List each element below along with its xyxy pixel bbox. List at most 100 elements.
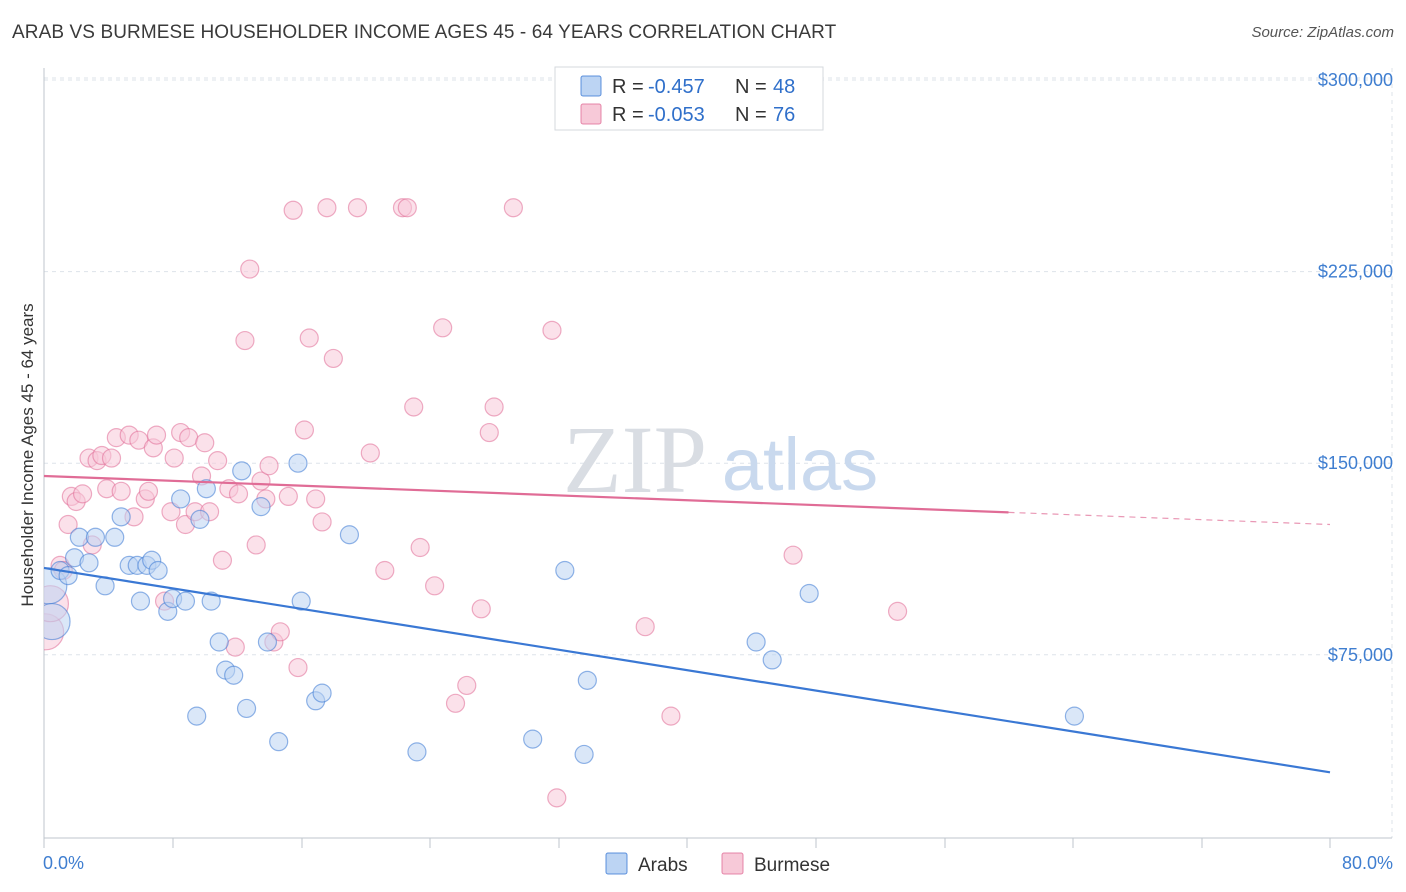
- burmese-point-50: [299, 328, 319, 348]
- y-tick-label-1: $150,000: [1318, 453, 1393, 473]
- burmese-point-70: [542, 320, 562, 340]
- arabs-point-5: [69, 527, 89, 547]
- legend-r-label-arabs: R =: [612, 76, 644, 98]
- burmese-trend-line: [43, 474, 1009, 514]
- arabs-point-13: [130, 591, 151, 611]
- arabs-point-22: [196, 479, 216, 499]
- watermark-atlas: atlas: [722, 423, 878, 506]
- burmese-point-51: [306, 489, 326, 509]
- y-tick-label-0: $75,000: [1328, 645, 1393, 665]
- legend-n-label-burmese: N =: [735, 104, 767, 126]
- arabs-point-9: [105, 527, 125, 547]
- burmese-point-73: [661, 706, 681, 726]
- source-label: Source: ZipAtlas.com: [1251, 24, 1394, 41]
- arabs-point-44: [762, 650, 782, 670]
- arabs-point-27: [224, 665, 244, 685]
- legend-r-label-burmese: R =: [612, 104, 644, 126]
- burmese-point-57: [375, 560, 395, 581]
- bottom-legend-swatch-arabs: [605, 852, 628, 875]
- burmese-point-39: [240, 259, 260, 279]
- arabs-point-7: [85, 527, 106, 547]
- burmese-point-64: [445, 693, 466, 713]
- arabs-point-45: [799, 583, 819, 604]
- legend-n-value-burmese: 76: [773, 104, 795, 126]
- arabs-point-41: [574, 744, 594, 765]
- burmese-point-71: [547, 788, 567, 808]
- legend-swatch-arabs: [580, 75, 602, 97]
- arabs-point-46: [1064, 706, 1085, 726]
- legend-n-value-arabs: 48: [773, 76, 795, 98]
- burmese-point-72: [635, 617, 655, 637]
- burmese-point-46: [278, 486, 298, 507]
- x-tick-labels: 0.0% 80.0%: [43, 853, 1393, 873]
- legend-swatch-burmese: [580, 103, 602, 125]
- y-tick-labels: $75,000 $150,000 $225,000 $300,000: [1318, 70, 1393, 665]
- burmese-point-37: [228, 484, 249, 504]
- burmese-point-60: [404, 397, 424, 417]
- y-tick-label-3: $300,000: [1318, 70, 1393, 90]
- arabs-point-37: [339, 525, 360, 545]
- arabs-trend-line: [43, 566, 1331, 774]
- bottom-legend-label-arabs: Arabs: [638, 855, 688, 876]
- burmese-point-7: [72, 484, 93, 504]
- burmese-point-48: [288, 657, 308, 678]
- axes: [43, 68, 1392, 848]
- grid-lines: [44, 68, 1393, 838]
- burmese-point-53: [317, 198, 337, 218]
- arabs-point-1: [44, 602, 71, 641]
- arabs-point-43: [746, 632, 766, 652]
- burmese-trend-line-extension: [1008, 511, 1331, 526]
- arabs-point-34: [291, 591, 311, 611]
- burmese-point-28: [179, 428, 199, 448]
- burmese-point-68: [484, 397, 504, 417]
- arabs-point-30: [251, 497, 271, 517]
- burmese-point-66: [471, 599, 491, 619]
- bottom-legend: Arabs Burmese: [605, 852, 830, 876]
- arabs-point-29: [236, 698, 257, 719]
- arabs-point-38: [407, 742, 427, 762]
- burmese-point-74: [783, 545, 803, 565]
- legend-r-value-arabs: -0.457: [648, 76, 705, 98]
- arabs-point-16: [148, 560, 168, 581]
- arabs-point-42: [577, 670, 597, 690]
- burmese-point-54: [323, 348, 343, 369]
- burmese-point-52: [312, 512, 332, 532]
- arabs-point-6: [79, 553, 99, 573]
- legend-n-label-arabs: N =: [735, 76, 767, 98]
- burmese-point-49: [294, 420, 315, 440]
- burmese-point-55: [347, 198, 368, 218]
- x-tick-label-0: 0.0%: [43, 853, 84, 873]
- burmese-point-38: [235, 330, 255, 351]
- burmese-point-61: [410, 537, 430, 558]
- burmese-point-33: [208, 451, 228, 471]
- burmese-point-4: [58, 514, 78, 535]
- arabs-point-36: [312, 683, 332, 703]
- arabs-point-25: [209, 632, 229, 652]
- burmese-point-62: [425, 576, 445, 596]
- burmese-point-20: [138, 481, 159, 501]
- burmese-point-40: [246, 535, 266, 555]
- trend-lines: [43, 474, 1331, 774]
- y-tick-label-2: $225,000: [1318, 262, 1393, 282]
- y-axis-label: Householder Income Ages 45 - 64 years: [18, 303, 37, 606]
- burmese-point-22: [146, 425, 167, 445]
- scatter-points: [44, 198, 1085, 808]
- watermark: ZIP atlas: [563, 406, 878, 513]
- burmese-point-47: [283, 200, 303, 220]
- burmese-point-75: [887, 601, 908, 621]
- burmese-point-15: [111, 481, 131, 501]
- burmese-point-41: [251, 471, 271, 491]
- burmese-point-24: [161, 502, 181, 522]
- arabs-point-31: [257, 632, 278, 652]
- bottom-legend-label-burmese: Burmese: [754, 855, 830, 876]
- arabs-point-40: [555, 560, 575, 581]
- burmese-point-34: [212, 550, 233, 570]
- arabs-point-33: [288, 453, 308, 473]
- watermark-zip: ZIP: [563, 406, 707, 513]
- arabs-point-23: [201, 591, 221, 611]
- arabs-point-32: [269, 732, 289, 752]
- x-tick-label-1: 80.0%: [1342, 853, 1393, 873]
- legend: R = -0.457 N = 48 R = -0.053 N = 76: [554, 66, 824, 131]
- burmese-point-69: [503, 198, 523, 218]
